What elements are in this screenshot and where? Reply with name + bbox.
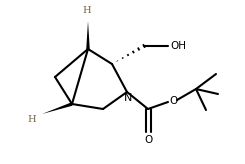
Text: H: H	[28, 114, 36, 123]
Text: O: O	[169, 96, 177, 106]
Text: H: H	[83, 6, 91, 15]
Text: OH: OH	[170, 41, 186, 51]
Text: O: O	[144, 135, 152, 145]
Polygon shape	[86, 21, 90, 49]
Text: N: N	[124, 93, 132, 103]
Polygon shape	[42, 102, 73, 114]
